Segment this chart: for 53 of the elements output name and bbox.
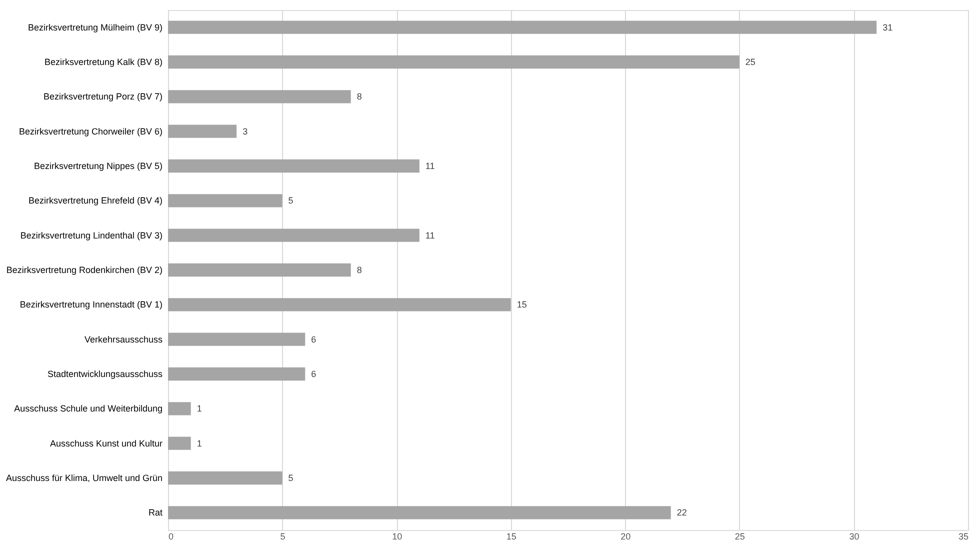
data-label: 6 [311, 334, 316, 344]
x-tick-label: 25 [734, 532, 745, 542]
bar [168, 436, 191, 450]
data-label: 1 [196, 404, 202, 414]
y-tick-label: Bezirksvertretung Ehrefeld (BV 4) [28, 196, 162, 206]
y-tick-label: Bezirksvertretung Innenstadt (BV 1) [20, 300, 162, 310]
y-tick-label: Bezirksvertretung Nippes (BV 5) [34, 161, 162, 171]
y-tick-label: Ausschuss Kunst und Kultur [50, 438, 162, 448]
data-label: 5 [288, 473, 294, 483]
y-tick-label: Bezirksvertretung Rodenkirchen (BV 2) [6, 265, 162, 275]
data-label: 8 [356, 265, 362, 275]
data-label: 22 [676, 508, 687, 518]
x-tick-label: 5 [280, 532, 286, 542]
data-label: 1 [196, 438, 202, 448]
bar [168, 194, 282, 208]
x-tick-label: 20 [620, 532, 631, 542]
bar [168, 124, 237, 138]
bar [168, 90, 351, 104]
data-label: 15 [516, 300, 527, 310]
data-label: 11 [425, 161, 435, 171]
data-label: 25 [745, 57, 756, 67]
bar [168, 402, 191, 416]
bar [168, 228, 420, 242]
y-tick-label: Bezirksvertretung Porz (BV 7) [43, 92, 162, 102]
data-label: 3 [242, 126, 248, 136]
y-tick-label: Ausschuss Schule und Weiterbildung [14, 404, 162, 414]
y-tick-label: Bezirksvertretung Chorweiler (BV 6) [18, 126, 162, 136]
y-tick-label: Bezirksvertretung Mülheim (BV 9) [28, 22, 162, 32]
x-tick-label: 10 [392, 532, 402, 542]
x-tick-label: 35 [958, 532, 968, 542]
x-tick-label: 30 [849, 532, 860, 542]
bar [168, 55, 740, 69]
data-label: 11 [425, 230, 435, 240]
data-label: 8 [356, 92, 362, 102]
bar [168, 367, 306, 381]
data-label: 31 [882, 22, 893, 32]
x-tick-label: 15 [506, 532, 516, 542]
y-tick-label: Bezirksvertretung Lindenthal (BV 3) [20, 230, 162, 240]
x-tick-label: 0 [168, 532, 174, 542]
bar [168, 298, 511, 312]
y-tick-label: Verkehrsausschuss [84, 334, 163, 344]
y-tick-label: Rat [148, 508, 163, 518]
bar [168, 263, 351, 277]
y-tick-label: Bezirksvertretung Kalk (BV 8) [44, 57, 162, 67]
data-label: 6 [311, 369, 316, 379]
bar [168, 506, 671, 520]
bar [168, 471, 282, 485]
y-tick-label: Stadtentwicklungsausschuss [47, 369, 163, 379]
y-tick-label: Ausschuss für Klima, Umwelt und Grün [6, 473, 162, 483]
bar [168, 20, 877, 34]
data-label: 5 [288, 196, 294, 206]
bar [168, 159, 420, 173]
bar [168, 332, 306, 346]
